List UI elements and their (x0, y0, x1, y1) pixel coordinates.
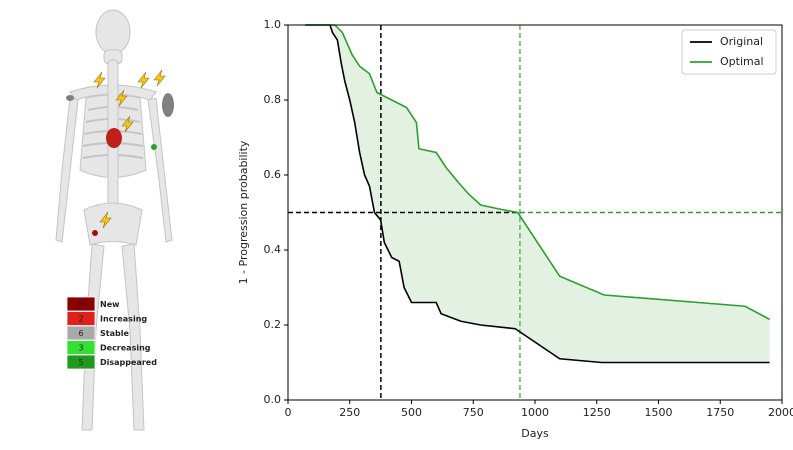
lesion-swatch (66, 325, 96, 341)
lesion-label: Decreasing (100, 344, 151, 353)
lesion-swatch (66, 340, 96, 355)
lesion-count: 6 (78, 329, 83, 338)
y-tick-label: 0.8 (264, 93, 282, 106)
lesion-swatch (66, 311, 96, 326)
y-tick-label: 0.6 (264, 168, 282, 181)
legend-box (681, 29, 777, 75)
skeleton (55, 9, 174, 431)
series-line (305, 24, 770, 364)
y-tick-label: 0.4 (264, 243, 282, 256)
y-tick-label: 0.2 (264, 318, 282, 331)
x-tick-label: 250 (339, 406, 360, 419)
x-tick-label: 1000 (521, 406, 549, 419)
x-tick-label: 2000 (768, 406, 793, 419)
x-axis-label: Days (521, 427, 549, 440)
gap-area (305, 25, 770, 363)
legend-label: Optimal (720, 55, 764, 68)
x-tick-label: 500 (401, 406, 422, 419)
lesion-swatch (66, 296, 96, 312)
lesion-swatch (66, 354, 96, 370)
lesion-label: Stable (100, 329, 129, 338)
plot-frame (287, 24, 783, 401)
lesion-legend: 5 New 2 Increasing 6 Stable 3 Decreasing 5 Disapp… (66, 296, 157, 370)
y-axis-label: 1 - Progression probability (237, 140, 250, 284)
lesion-label: Disappeared (100, 358, 157, 367)
x-tick-label: 1500 (645, 406, 673, 419)
x-tick-label: 750 (463, 406, 484, 419)
x-tick-label: 1250 (583, 406, 611, 419)
x-tick-label: 0 (285, 406, 292, 419)
legend-label: Original (720, 35, 763, 48)
lesion-count: 5 (78, 300, 83, 309)
lesion-count: 2 (78, 315, 83, 324)
lesion-count: 5 (78, 358, 83, 367)
lesion-label: New (100, 300, 120, 309)
series-line (305, 24, 771, 321)
plot: 0 250 500 750 1000 1250 1500 1750 2000 0.0 0.2 0.4 0… (237, 18, 793, 440)
y-tick-label: 0.0 (264, 393, 282, 406)
lesion-label: Increasing (100, 315, 147, 324)
lesion-count: 3 (78, 344, 83, 353)
y-tick-label: 1.0 (264, 18, 282, 31)
x-tick-label: 1750 (706, 406, 734, 419)
